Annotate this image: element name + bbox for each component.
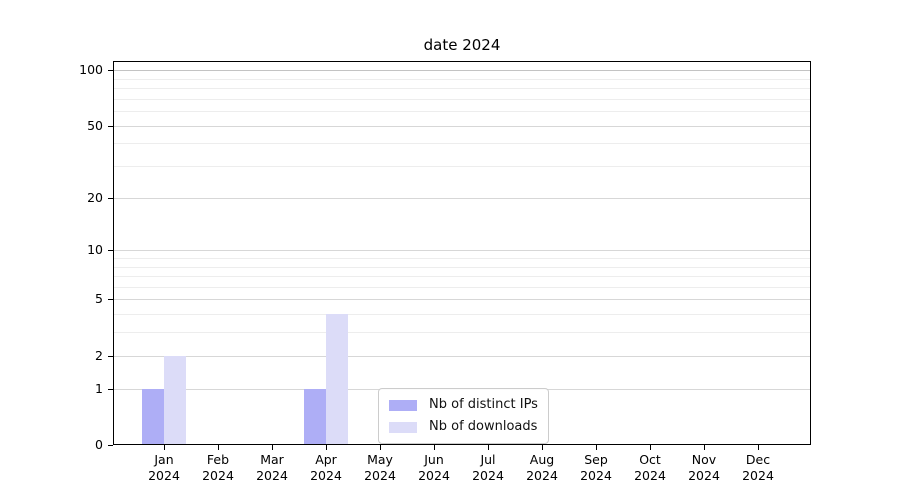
x-tick-label: Sep 2024: [556, 452, 636, 483]
y-minor-gridline: [113, 286, 811, 288]
y-tick-label: 20: [87, 189, 103, 205]
y-minor-gridline: [113, 257, 811, 259]
bar-downloads: [164, 355, 186, 445]
plot-area: Nb of distinct IPs Nb of downloads: [113, 61, 811, 445]
x-tick-year-label: 2024: [742, 467, 774, 483]
y-tick-mark: [108, 445, 113, 446]
x-tick-year-label: 2024: [634, 467, 666, 483]
x-tick-label: Apr 2024: [286, 452, 366, 483]
y-tick-label: 50: [87, 117, 103, 133]
legend-item-distinct-ips: Nb of distinct IPs: [389, 397, 538, 413]
x-tick-month-label: Mar: [260, 452, 284, 467]
x-tick-month-label: Jul: [480, 452, 496, 467]
x-tick-month-label: Feb: [206, 452, 230, 467]
x-tick-mark: [218, 445, 219, 450]
x-tick-label: Jun 2024: [394, 452, 474, 483]
y-tick-mark: [108, 388, 113, 390]
y-tick-label: 0: [95, 437, 103, 452]
x-tick-month-label: Jun: [424, 452, 444, 467]
y-tick-mark: [108, 197, 113, 199]
y-major-gridline: [113, 125, 811, 127]
x-tick-month-label: May: [367, 452, 393, 467]
legend-item-downloads: Nb of downloads: [389, 419, 538, 435]
chart-title: date 2024: [423, 36, 501, 54]
x-tick-label: Aug 2024: [502, 452, 582, 483]
y-minor-gridline: [113, 143, 811, 145]
y-major-gridline: [113, 299, 811, 301]
x-tick-month-label: Oct: [639, 452, 661, 467]
x-tick-mark: [380, 445, 381, 450]
x-tick-mark: [488, 445, 489, 450]
x-tick-mark: [596, 445, 597, 450]
x-tick-mark: [272, 445, 273, 450]
x-tick-month-label: Sep: [584, 452, 608, 467]
y-minor-gridline: [113, 332, 811, 334]
y-major-gridline: [113, 355, 811, 357]
x-tick-mark: [542, 445, 543, 450]
x-tick-mark: [758, 445, 759, 450]
y-major-gridline: [113, 70, 811, 72]
x-tick-label: Feb 2024: [178, 452, 258, 483]
x-tick-mark: [650, 445, 651, 450]
x-tick-year-label: 2024: [418, 467, 450, 483]
y-major-gridline: [113, 250, 811, 252]
x-tick-label: Jan 2024: [124, 452, 204, 483]
x-tick-year-label: 2024: [310, 467, 342, 483]
legend-label-downloads: Nb of downloads: [429, 419, 538, 434]
y-minor-gridline: [113, 266, 811, 268]
x-tick-year-label: 2024: [580, 467, 612, 483]
x-tick-mark: [434, 445, 435, 450]
y-tick-mark: [108, 250, 113, 252]
x-tick-year-label: 2024: [688, 467, 720, 483]
x-tick-year-label: 2024: [472, 467, 504, 483]
y-minor-gridline: [113, 314, 811, 316]
x-tick-month-label: Nov: [691, 452, 717, 467]
y-tick-label: 5: [95, 291, 103, 307]
x-tick-month-label: Aug: [529, 452, 555, 467]
legend-label-distinct-ips: Nb of distinct IPs: [429, 397, 538, 412]
x-tick-year-label: 2024: [364, 467, 396, 483]
y-tick-label: 1: [95, 380, 103, 396]
y-minor-gridline: [113, 111, 811, 113]
x-tick-label: Dec 2024: [718, 452, 798, 483]
y-major-gridline: [113, 197, 811, 199]
x-tick-label: Jul 2024: [448, 452, 528, 483]
x-tick-month-label: Apr: [315, 452, 337, 467]
y-tick-label: 10: [87, 242, 103, 258]
x-tick-month-label: Dec: [745, 452, 771, 467]
legend-swatch-distinct-ips-icon: [389, 399, 417, 411]
x-tick-label: Nov 2024: [664, 452, 744, 483]
y-tick-mark: [108, 299, 113, 301]
x-tick-year-label: 2024: [526, 467, 558, 483]
y-tick-label: 100: [79, 62, 103, 78]
legend-swatch-downloads-icon: [389, 421, 417, 433]
x-tick-month-label: Jan: [154, 452, 174, 467]
x-tick-mark: [164, 445, 165, 450]
bar-distinct-ips: [304, 388, 326, 445]
y-minor-gridline: [113, 78, 811, 80]
y-tick-mark: [108, 125, 113, 127]
x-tick-year-label: 2024: [202, 467, 234, 483]
y-tick-label: 2: [95, 347, 103, 363]
x-tick-label: Mar 2024: [232, 452, 312, 483]
y-minor-gridline: [113, 276, 811, 278]
bar-distinct-ips: [142, 388, 164, 445]
y-minor-gridline: [113, 98, 811, 100]
legend: Nb of distinct IPs Nb of downloads: [378, 388, 549, 444]
x-tick-year-label: 2024: [148, 467, 180, 483]
y-tick-mark: [108, 355, 113, 357]
x-tick-label: May 2024: [340, 452, 420, 483]
y-tick-mark: [108, 70, 113, 72]
x-tick-mark: [704, 445, 705, 450]
x-tick-mark: [326, 445, 327, 450]
y-minor-gridline: [113, 88, 811, 90]
x-tick-label: Oct 2024: [610, 452, 690, 483]
bar-downloads: [326, 314, 348, 445]
x-tick-year-label: 2024: [256, 467, 288, 483]
y-minor-gridline: [113, 166, 811, 168]
